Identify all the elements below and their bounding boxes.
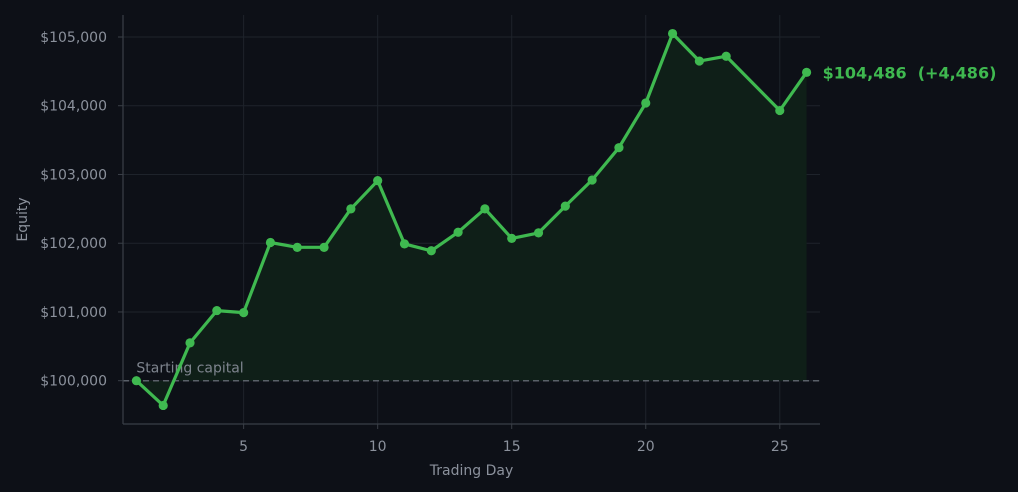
x-tick-label: 20	[637, 439, 655, 455]
equity-point	[560, 201, 570, 211]
y-tick-label: $103,000	[40, 167, 107, 183]
equity-point	[507, 233, 517, 244]
equity-point	[453, 227, 463, 237]
starting-capital-label: Starting capital	[136, 361, 243, 377]
equity-point	[131, 376, 142, 386]
y-tick-label: $102,000	[40, 236, 107, 252]
axes	[122, 15, 820, 425]
equity-point	[185, 338, 195, 348]
equity-point	[158, 400, 168, 411]
equity-point	[721, 51, 731, 61]
y-tick-label: $105,000	[40, 30, 107, 46]
x-axis-title: Trading Day	[429, 463, 513, 479]
end-value-annotation: $104,486 (+4,486)	[823, 63, 997, 82]
equity-point	[775, 105, 785, 116]
x-axis-ticks: 5 10 15 20 25	[239, 424, 789, 455]
equity-points	[131, 28, 812, 411]
equity-point	[346, 204, 356, 214]
equity-area-fill	[136, 33, 807, 406]
equity-point	[587, 175, 597, 185]
equity-point	[239, 308, 249, 318]
equity-point	[614, 143, 624, 153]
x-tick-label: 15	[503, 439, 521, 455]
x-tick-label: 25	[771, 439, 789, 455]
equity-point	[399, 239, 410, 249]
equity-point	[319, 242, 329, 252]
equity-point	[426, 246, 436, 256]
equity-point	[641, 98, 651, 108]
x-tick-label: 5	[239, 439, 248, 455]
y-tick-label: $104,000	[40, 99, 107, 115]
y-axis-ticks: $100,000 $101,000 $102,000 $103,000 $104,000…	[40, 30, 123, 390]
equity-point	[292, 242, 302, 252]
y-axis-title: Equity	[15, 197, 31, 241]
equity-point	[265, 237, 276, 248]
equity-point	[694, 56, 704, 66]
equity-point	[667, 28, 678, 39]
equity-point	[480, 204, 490, 214]
equity-point	[373, 176, 383, 186]
equity-point	[212, 305, 222, 316]
x-tick-label: 10	[369, 439, 387, 455]
equity-point	[533, 228, 544, 238]
equity-point	[801, 67, 812, 77]
y-tick-label: $100,000	[40, 374, 107, 390]
y-tick-label: $101,000	[40, 305, 107, 321]
